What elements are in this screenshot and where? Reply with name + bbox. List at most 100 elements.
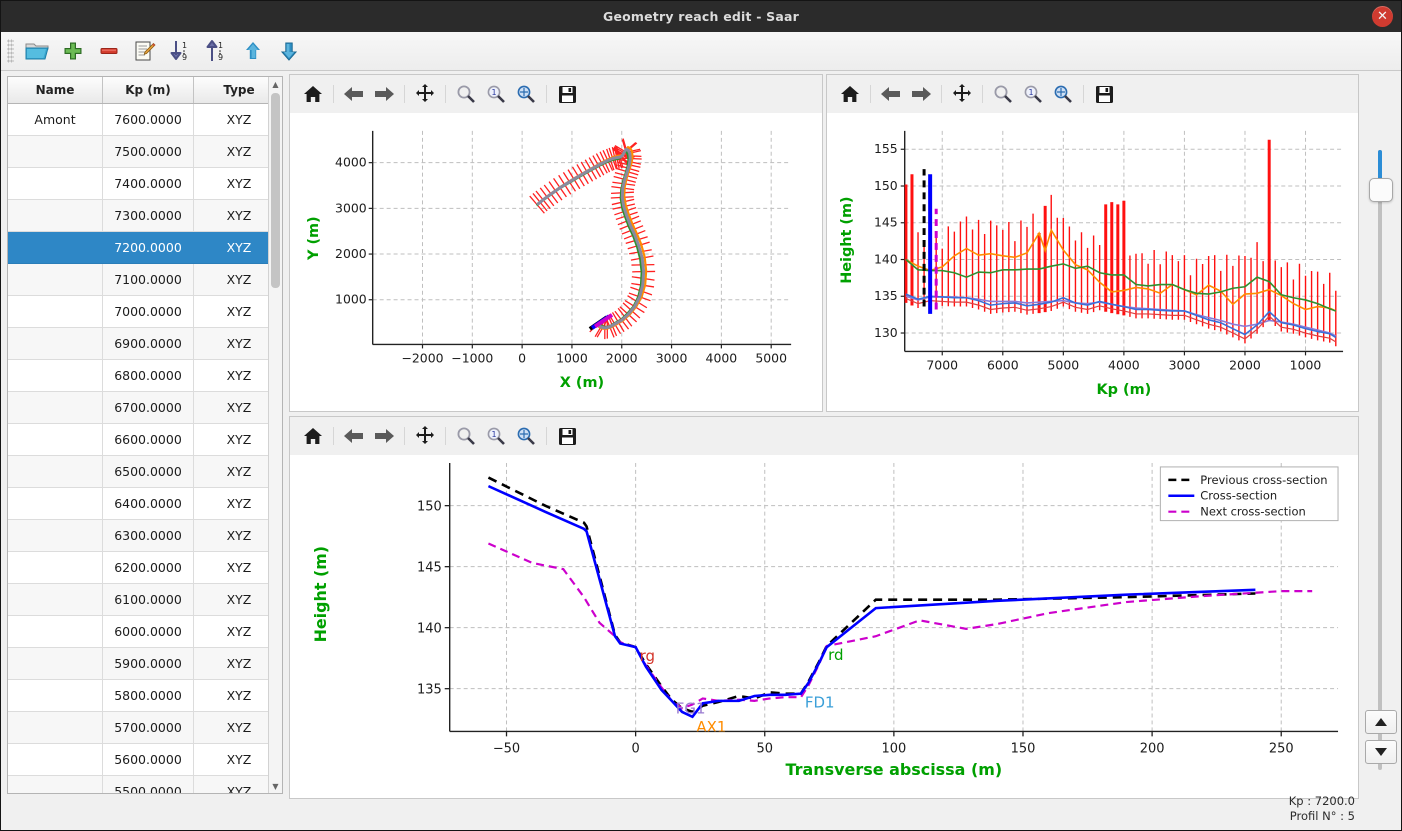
sort-ascending-icon[interactable]: 1 9 [200, 36, 234, 66]
move-up-icon[interactable] [236, 36, 270, 66]
back-arrow-icon[interactable] [339, 422, 369, 450]
row-kp: 7200.0000 [102, 231, 194, 264]
svg-text:250: 250 [1269, 741, 1294, 756]
home-icon[interactable] [835, 80, 865, 108]
move-down-icon[interactable] [272, 36, 306, 66]
save-icon[interactable] [552, 80, 582, 108]
svg-text:2000: 2000 [1229, 357, 1261, 372]
table-row[interactable]: 6600.0000 XYZ [8, 423, 282, 456]
svg-text:0: 0 [632, 741, 640, 756]
zoom-info-icon[interactable]: 1 [481, 80, 511, 108]
column-header-type[interactable]: Type [193, 77, 282, 104]
table-row[interactable]: 6300.0000 XYZ [8, 519, 282, 552]
forward-arrow-icon[interactable] [369, 80, 399, 108]
forward-arrow-icon[interactable] [906, 80, 936, 108]
table-row[interactable]: 7000.0000 XYZ [8, 295, 282, 328]
table-row[interactable]: Amont 7600.0000 XYZ [8, 103, 282, 136]
cross-section-legend: Previous cross-section Cross-section Nex… [1159, 466, 1339, 522]
zoom-rect-icon[interactable] [1048, 80, 1078, 108]
plan-view-xlabel: X (m) [560, 375, 604, 391]
scroll-up-icon[interactable]: ▲ [272, 79, 279, 89]
home-icon[interactable] [298, 80, 328, 108]
row-name [8, 551, 103, 584]
back-arrow-icon[interactable] [339, 80, 369, 108]
svg-text:Previous cross-section: Previous cross-section [1200, 473, 1327, 487]
row-kp: 6400.0000 [102, 487, 194, 520]
toolbar-separator [333, 427, 334, 445]
row-name [8, 775, 103, 793]
add-icon[interactable] [56, 36, 90, 66]
table-row[interactable]: 7500.0000 XYZ [8, 135, 282, 168]
table-row[interactable]: 6000.0000 XYZ [8, 615, 282, 648]
zoom-icon[interactable] [451, 80, 481, 108]
table-row[interactable]: 6400.0000 XYZ [8, 487, 282, 520]
step-down-button[interactable] [1365, 740, 1397, 764]
table-row[interactable]: 6900.0000 XYZ [8, 327, 282, 360]
svg-text:Cross-section: Cross-section [1200, 489, 1277, 503]
scrollbar-thumb[interactable] [271, 93, 280, 288]
table-row[interactable]: 7100.0000 XYZ [8, 263, 282, 296]
svg-text:5000: 5000 [755, 350, 787, 365]
profile-slider-track[interactable] [1378, 150, 1382, 770]
zoom-info-icon[interactable]: 1 [481, 422, 511, 450]
table-row[interactable]: 6200.0000 XYZ [8, 551, 282, 584]
remove-icon[interactable] [92, 36, 126, 66]
save-icon[interactable] [552, 422, 582, 450]
svg-text:4000: 4000 [706, 350, 738, 365]
profile-slider-handle[interactable] [1369, 178, 1393, 202]
svg-text:0: 0 [518, 350, 526, 365]
toolbar-grip[interactable] [7, 39, 14, 63]
table-row[interactable]: 5500.0000 XYZ [8, 775, 282, 793]
edit-icon[interactable] [128, 36, 162, 66]
pan-icon[interactable] [410, 422, 440, 450]
svg-text:130: 130 [874, 325, 898, 340]
pan-icon[interactable] [410, 80, 440, 108]
long-profile-canvas[interactable]: 130 135 140 145 150 155 7000 6000 5000 4000 3000 2… [827, 113, 1358, 411]
table-row[interactable]: 5600.0000 XYZ [8, 743, 282, 776]
back-arrow-icon[interactable] [876, 80, 906, 108]
table-header-row: Name Kp (m) Type [8, 77, 282, 104]
long-profile-svg: 130 135 140 145 150 155 7000 6000 5000 4000 3000 2… [839, 130, 1344, 398]
zoom-icon[interactable] [451, 422, 481, 450]
home-icon[interactable] [298, 422, 328, 450]
toolbar-separator [870, 85, 871, 103]
step-up-button[interactable] [1365, 710, 1397, 734]
svg-text:−1000: −1000 [451, 350, 493, 365]
row-kp: 5800.0000 [102, 679, 194, 712]
forward-arrow-icon[interactable] [369, 422, 399, 450]
table-row[interactable]: 5700.0000 XYZ [8, 711, 282, 744]
pan-icon[interactable] [947, 80, 977, 108]
row-name [8, 679, 103, 712]
plan-view-svg: 4000 3000 2000 1000 −2000 −1000 0 1000 2000 3… [306, 130, 792, 391]
svg-text:3000: 3000 [656, 350, 688, 365]
save-icon[interactable] [1089, 80, 1119, 108]
close-icon[interactable]: ✕ [1372, 6, 1393, 27]
column-header-kp[interactable]: Kp (m) [102, 77, 194, 104]
cross-section-annotation: FD1 [805, 694, 835, 712]
table-row[interactable]: 7400.0000 XYZ [8, 167, 282, 200]
cross-section-table[interactable]: Name Kp (m) Type Amont 7600.0000 XYZ 7500.0… [8, 77, 282, 793]
zoom-icon[interactable] [988, 80, 1018, 108]
scroll-down-icon[interactable]: ▼ [272, 781, 279, 791]
table-row[interactable]: 6100.0000 XYZ [8, 583, 282, 616]
cross-section-canvas[interactable]: 135 140 145 150 −50 0 50 100 150 200 250 rg FG1 AX1… [290, 455, 1358, 798]
svg-text:4000: 4000 [335, 155, 367, 170]
table-row[interactable]: 6700.0000 XYZ [8, 391, 282, 424]
table-row[interactable]: 7200.0000 XYZ [8, 231, 282, 264]
plan-view-canvas[interactable]: 4000 3000 2000 1000 −2000 −1000 0 1000 2000 3… [290, 113, 822, 411]
zoom-rect-icon[interactable] [511, 80, 541, 108]
zoom-info-icon[interactable]: 1 [1018, 80, 1048, 108]
table-row[interactable]: 6500.0000 XYZ [8, 455, 282, 488]
sort-descending-icon[interactable]: 1 9 [164, 36, 198, 66]
table-row[interactable]: 5900.0000 XYZ [8, 647, 282, 680]
table-row[interactable]: 5800.0000 XYZ [8, 679, 282, 712]
row-type: XYZ [193, 263, 282, 296]
svg-text:1000: 1000 [1290, 357, 1322, 372]
open-folder-icon[interactable] [20, 36, 54, 66]
table-scrollbar[interactable]: ▲ ▼ [268, 77, 282, 793]
table-row[interactable]: 7300.0000 XYZ [8, 199, 282, 232]
long-profile-plot-panel: 1 130 135 140 145 1 [826, 74, 1359, 412]
zoom-rect-icon[interactable] [511, 422, 541, 450]
table-row[interactable]: 6800.0000 XYZ [8, 359, 282, 392]
column-header-name[interactable]: Name [8, 77, 103, 104]
